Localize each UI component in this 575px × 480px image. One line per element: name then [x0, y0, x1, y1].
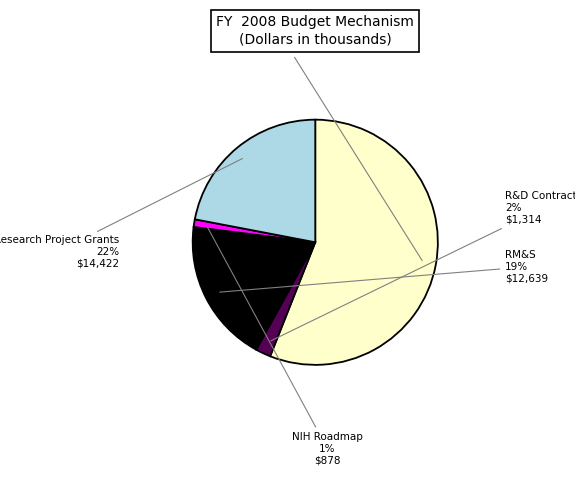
- Wedge shape: [193, 227, 315, 350]
- Wedge shape: [195, 120, 315, 242]
- Text: R&D Contracts
2%
$1,314: R&D Contracts 2% $1,314: [271, 192, 575, 341]
- Text: Other Research
56%
$37,216: Other Research 56% $37,216: [240, 19, 422, 261]
- Wedge shape: [256, 242, 315, 356]
- Text: Research Project Grants
22%
$14,422: Research Project Grants 22% $14,422: [0, 158, 243, 269]
- Title: FY  2008 Budget Mechanism
(Dollars in thousands): FY 2008 Budget Mechanism (Dollars in tho…: [216, 14, 414, 47]
- Wedge shape: [194, 219, 315, 242]
- Text: RM&S
19%
$12,639: RM&S 19% $12,639: [220, 250, 549, 292]
- Wedge shape: [270, 120, 438, 365]
- Text: NIH Roadmap
1%
$878: NIH Roadmap 1% $878: [208, 228, 363, 466]
